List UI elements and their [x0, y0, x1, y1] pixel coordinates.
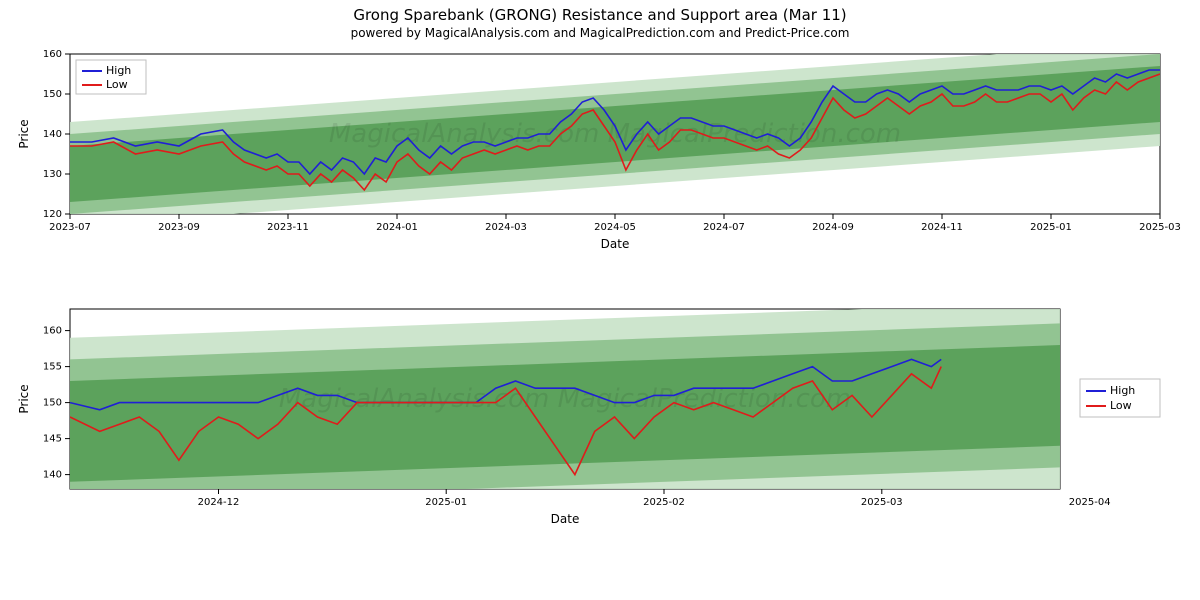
x-tick-label: 2024-05 — [594, 222, 636, 233]
x-tick-label: 2024-11 — [921, 222, 963, 233]
top-chart: MagicalAnalysis.com MagicalPrediction.co… — [0, 44, 1200, 299]
x-tick-label: 2025-03 — [1139, 222, 1181, 233]
x-tick-label: 2023-07 — [49, 222, 91, 233]
bottom-chart: MagicalAnalysis.com MagicalPrediction.co… — [0, 299, 1200, 584]
y-tick-label: 150 — [43, 89, 62, 100]
legend-high-label: High — [106, 64, 131, 77]
x-tick-label: 2025-01 — [425, 497, 467, 508]
y-tick-label: 140 — [43, 129, 62, 140]
y-tick-label: 130 — [43, 169, 62, 180]
x-tick-label: 2025-03 — [861, 497, 903, 508]
y-tick-label: 145 — [43, 434, 62, 445]
y-tick-label: 160 — [43, 49, 62, 60]
x-tick-label: 2024-07 — [703, 222, 745, 233]
x-tick-label: 2025-04 — [1069, 497, 1111, 508]
chart-title: Grong Sparebank (GRONG) Resistance and S… — [0, 0, 1200, 24]
legend-low-label: Low — [1110, 399, 1132, 412]
x-tick-label: 2024-03 — [485, 222, 527, 233]
y-tick-label: 140 — [43, 470, 62, 481]
y-tick-label: 120 — [43, 209, 62, 220]
x-tick-label: 2024-01 — [376, 222, 418, 233]
y-axis-label: Price — [17, 384, 31, 413]
y-tick-label: 160 — [43, 326, 62, 337]
x-tick-label: 2023-09 — [158, 222, 200, 233]
y-tick-label: 150 — [43, 398, 62, 409]
x-tick-label: 2023-11 — [267, 222, 309, 233]
y-axis-label: Price — [17, 119, 31, 148]
x-tick-label: 2024-09 — [812, 222, 854, 233]
legend-high-label: High — [1110, 384, 1135, 397]
x-tick-label: 2024-12 — [198, 497, 240, 508]
x-axis-label: Date — [601, 237, 630, 251]
chart-subtitle: powered by MagicalAnalysis.com and Magic… — [0, 24, 1200, 44]
x-axis-label: Date — [551, 512, 580, 526]
x-tick-label: 2025-01 — [1030, 222, 1072, 233]
legend-low-label: Low — [106, 78, 128, 91]
x-tick-label: 2025-02 — [643, 497, 685, 508]
y-tick-label: 155 — [43, 362, 62, 373]
